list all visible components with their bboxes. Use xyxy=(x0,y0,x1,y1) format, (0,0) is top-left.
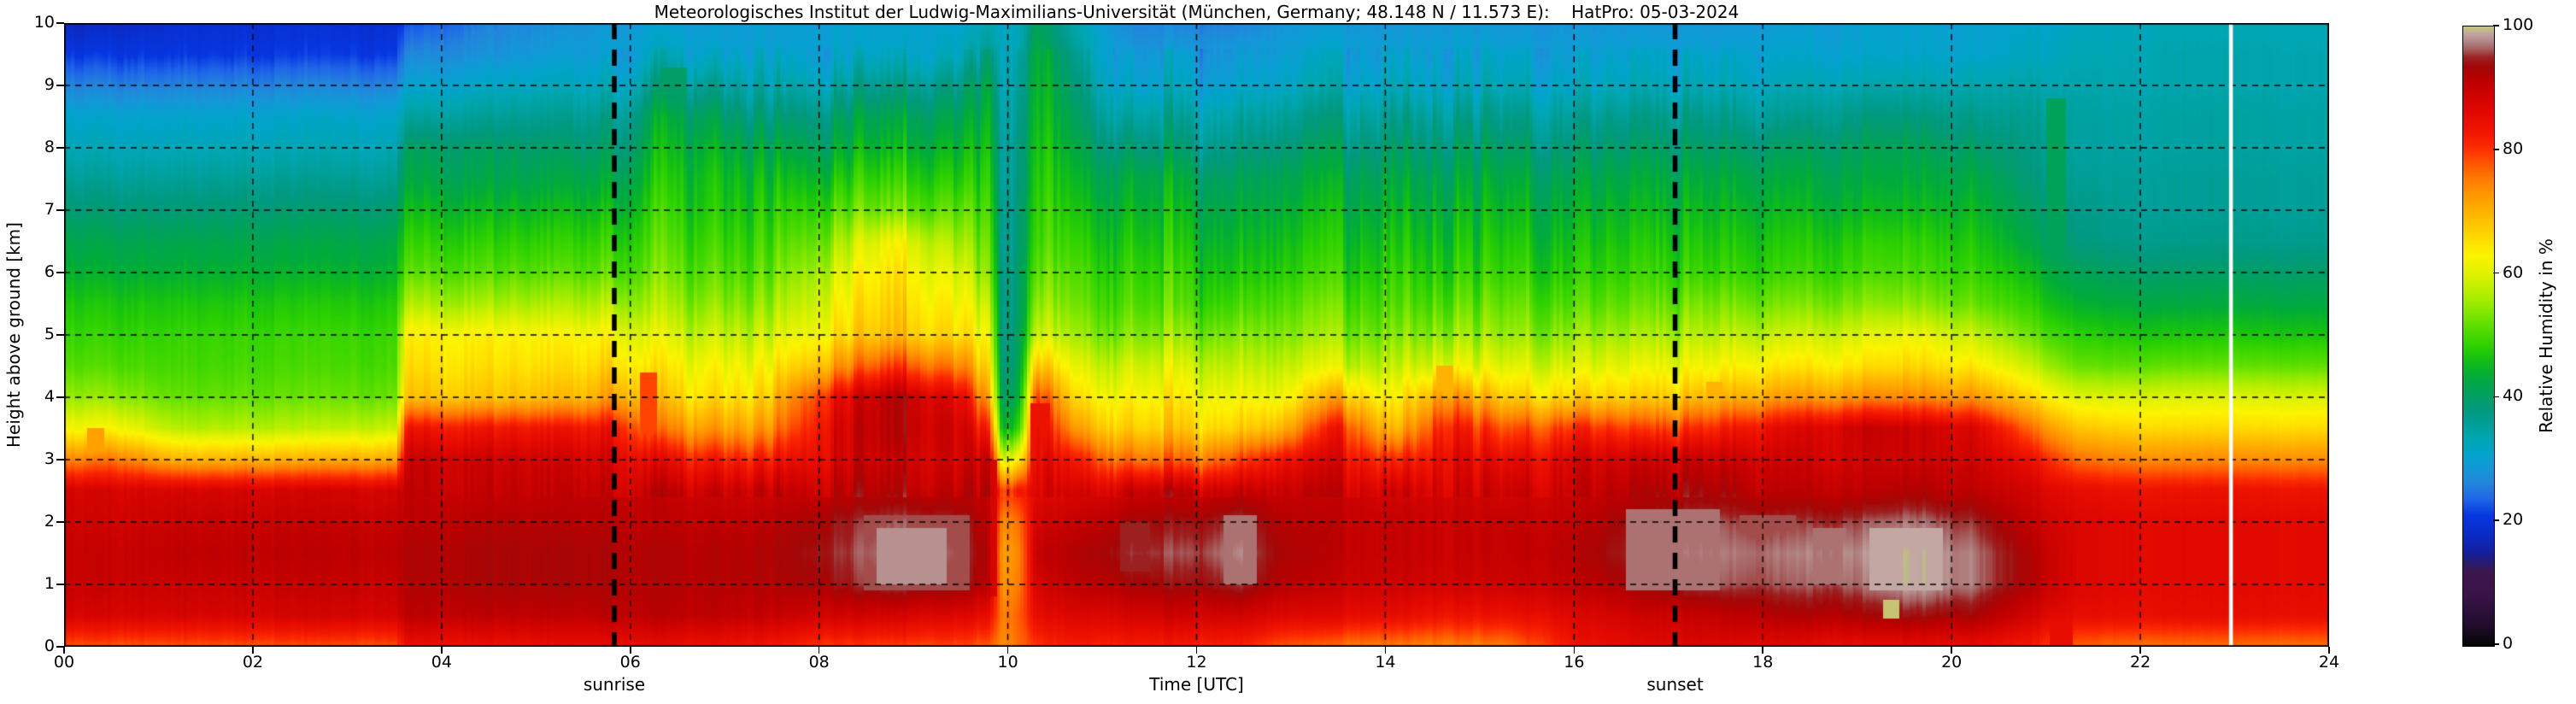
x-tick-mark xyxy=(1951,647,1952,654)
sunset-annotation: sunset xyxy=(1646,674,1704,695)
y-tick-mark xyxy=(56,85,64,86)
x-tick-label: 06 xyxy=(619,653,641,672)
x-tick-label: 22 xyxy=(2129,653,2151,672)
x-tick-mark xyxy=(2139,647,2141,654)
colorbar-label: Relative Humidity in % xyxy=(2536,238,2556,433)
y-tick-mark xyxy=(56,334,64,336)
x-tick-mark xyxy=(441,647,443,654)
y-tick-label: 10 xyxy=(33,13,55,32)
y-tick-label: 2 xyxy=(44,512,55,531)
x-tick-label: 24 xyxy=(2318,653,2340,672)
colorbar-tick-label: 80 xyxy=(2503,138,2524,158)
y-tick-label: 9 xyxy=(44,75,55,94)
x-axis-label: Time [UTC] xyxy=(1149,674,1244,695)
x-tick-label: 20 xyxy=(1941,653,1963,672)
y-tick-mark xyxy=(56,22,64,24)
y-tick-label: 7 xyxy=(44,200,55,219)
colorbar-tick-mark xyxy=(2493,149,2499,150)
x-tick-label: 10 xyxy=(997,653,1018,672)
x-tick-label: 08 xyxy=(808,653,830,672)
humidity-heatmap-canvas xyxy=(64,23,2329,647)
x-tick-mark xyxy=(1384,647,1387,654)
x-tick-mark xyxy=(1195,647,1198,654)
colorbar-gradient-canvas xyxy=(2462,26,2495,647)
y-tick-label: 0 xyxy=(44,637,55,655)
y-tick-mark xyxy=(56,147,64,149)
colorbar-tick-label: 20 xyxy=(2503,510,2524,530)
figure-title: Meteorologisches Institut der Ludwig-Max… xyxy=(654,2,1740,22)
y-tick-mark xyxy=(56,272,64,273)
sunrise-annotation: sunrise xyxy=(583,674,646,695)
x-tick-mark xyxy=(63,647,65,654)
y-tick-mark xyxy=(56,646,64,648)
y-tick-label: 5 xyxy=(44,325,55,343)
y-tick-label: 6 xyxy=(44,262,55,281)
x-tick-mark xyxy=(818,647,820,654)
colorbar-tick-mark xyxy=(2493,519,2499,521)
x-tick-label: 16 xyxy=(1564,653,1585,672)
x-tick-label: 12 xyxy=(1186,653,1207,672)
y-tick-mark xyxy=(56,459,64,461)
y-tick-label: 8 xyxy=(44,138,55,156)
colorbar-tick-mark xyxy=(2493,396,2499,398)
colorbar-tick-mark xyxy=(2493,25,2499,26)
x-tick-label: 04 xyxy=(431,653,452,672)
x-tick-label: 02 xyxy=(242,653,263,672)
y-tick-label: 1 xyxy=(44,574,55,593)
x-tick-mark xyxy=(1762,647,1764,654)
x-tick-mark xyxy=(252,647,254,654)
y-tick-mark xyxy=(56,521,64,523)
colorbar-tick-label: 60 xyxy=(2503,262,2524,282)
x-tick-mark xyxy=(1573,647,1576,654)
y-tick-label: 4 xyxy=(44,387,55,406)
colorbar-tick-label: 100 xyxy=(2503,15,2534,34)
colorbar-tick-label: 0 xyxy=(2503,634,2514,653)
y-tick-mark xyxy=(56,209,64,211)
x-tick-label: 14 xyxy=(1375,653,1396,672)
colorbar-tick-label: 40 xyxy=(2503,386,2524,406)
y-tick-label: 3 xyxy=(44,449,55,468)
x-tick-mark xyxy=(2328,647,2330,654)
x-tick-label: 00 xyxy=(53,653,75,672)
y-tick-mark xyxy=(56,396,64,398)
colorbar-tick-mark xyxy=(2493,272,2499,274)
x-tick-label: 18 xyxy=(1752,653,1774,672)
x-tick-mark xyxy=(1006,647,1009,654)
x-tick-mark xyxy=(629,647,631,654)
colorbar-tick-mark xyxy=(2493,643,2499,645)
y-tick-mark xyxy=(56,584,64,585)
